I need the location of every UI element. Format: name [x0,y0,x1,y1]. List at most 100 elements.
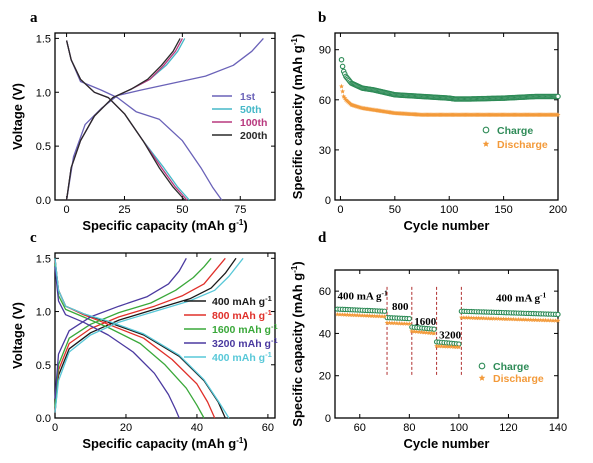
data-point [387,320,392,325]
legend-label: Discharge [493,373,544,385]
x-tick-label: 0 [64,204,70,216]
x-axis-title: Specific capacity (mAh g-1) [82,436,247,451]
data-point [367,313,373,318]
x-tick-label: 80 [403,422,415,434]
charge-curve-4 [54,257,244,413]
data-point [535,317,541,323]
data-point [402,321,407,326]
y-axis-title: Voltage (V) [10,83,25,150]
data-point [434,343,439,349]
data-point [414,329,420,334]
x-tick-label: 20 [120,422,132,434]
panel-b-legend: Charge Discharge [482,125,548,151]
discharge-curve-4 [54,258,230,419]
legend-label: 400 mAh g-1 [212,294,272,308]
data-point [516,316,521,322]
series-discharge [339,83,561,117]
y-tick-label: 0 [325,195,331,207]
x-axis-title: Specific capacity (mAh g-1) [82,218,247,233]
x-tick-label: 40 [191,422,203,434]
data-point [550,318,556,323]
rate-label: 400 mA g-1 [337,289,387,303]
data-point [340,88,346,94]
data-point [339,63,346,70]
data-point [404,321,410,326]
y-tick-label: 0.5 [36,360,51,372]
data-point [451,344,457,349]
legend-label: 800 mAh g-1 [212,308,272,322]
discharge-curve-0 [54,258,226,419]
data-point [523,317,529,322]
data-point [340,312,345,317]
data-point [357,312,363,318]
charge-curve-1st [65,37,264,201]
data-point [503,316,509,322]
discharge-curve-50th [65,40,190,201]
data-point [468,315,474,320]
y-tick-label: 90 [319,45,331,57]
rate-label: 1600 [414,316,437,328]
data-point [409,328,415,334]
data-point [359,313,365,318]
y-tick-label: 1.0 [36,307,51,319]
discharge-curve-3 [54,266,180,419]
y-tick-label: 30 [319,145,331,157]
legend-label: Discharge [497,139,548,151]
data-point [345,312,350,317]
charge-curve-2 [54,257,212,408]
discharge-curve-100th [65,40,188,201]
panel-letter: d [318,230,327,246]
y-tick-label: 40 [319,328,331,340]
data-point [540,317,546,323]
data-point [553,318,558,323]
x-tick-label: 100 [440,204,458,216]
data-point [339,83,344,89]
data-point [520,317,526,322]
y-axis-title: Voltage (V) [10,302,25,369]
data-point [478,315,484,321]
data-point [337,312,343,317]
data-point [533,317,539,322]
data-point [528,317,534,322]
data-point [394,320,400,326]
data-point [496,316,501,321]
data-point [441,344,447,349]
data-point [411,329,417,334]
data-point [377,313,382,319]
x-tick-label: 50 [389,204,401,216]
data-point [446,344,452,349]
data-point [347,101,353,106]
data-point [350,312,355,318]
data-point [421,330,427,335]
data-point [374,313,380,319]
data-point [454,344,459,350]
data-point [466,315,472,320]
data-point [461,315,467,320]
data-point [473,315,479,321]
panel-d-axes: 60 80 100 120 140 0 20 40 60 d Cycle number Specifi… [290,230,567,451]
y-tick-label: 20 [319,371,331,383]
rate-label: 3200 [439,330,462,342]
legend-label: Charge [493,361,529,373]
data-point [555,112,561,117]
x-axis-title: Cycle number [404,436,490,451]
series-charge [338,56,561,102]
data-point [545,317,551,323]
data-point [431,330,437,336]
data-point [538,317,543,323]
y-axis-title: Specific capacity (mAh g-1) [290,34,305,199]
data-point [456,344,462,350]
data-point [463,315,469,320]
y-tick-label: 0.5 [36,141,51,153]
data-point [382,314,387,319]
y-axis-title: Specific capacity (mAh g-1) [290,261,305,426]
data-point [352,312,358,318]
data-point [518,317,524,322]
data-point [491,316,496,321]
data-point [389,320,395,326]
plot-frame [334,269,559,419]
x-tick-label: 200 [549,204,567,216]
